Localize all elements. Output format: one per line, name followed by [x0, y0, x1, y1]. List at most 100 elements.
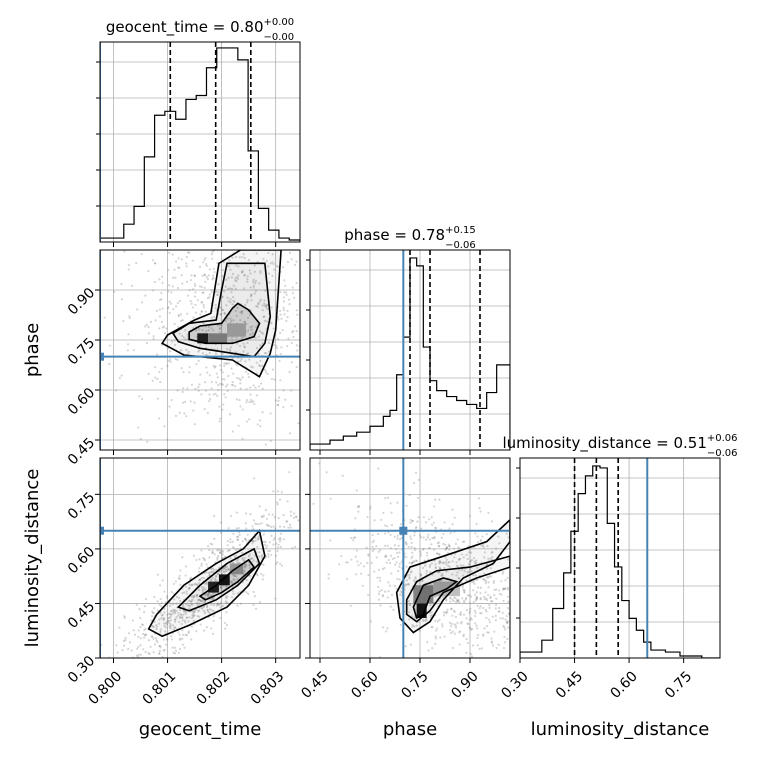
scatter-point: [455, 599, 459, 602]
panel-frame: [99, 249, 301, 451]
scatter-point: [258, 551, 261, 554]
scatter-point: [167, 306, 170, 309]
scatter-point: [239, 547, 243, 550]
scatter-point: [198, 609, 201, 612]
scatter-point: [230, 383, 233, 387]
scatter-point: [391, 557, 394, 561]
scatter-point: [139, 625, 142, 629]
scatter-point: [158, 603, 161, 606]
scatter-point: [527, 596, 529, 598]
scatter-point: [137, 426, 140, 429]
scatter-point: [453, 556, 456, 559]
scatter-point: [438, 566, 441, 569]
scatter-point: [370, 561, 373, 564]
scatter-point: [228, 413, 232, 416]
scatter-point: [352, 539, 355, 542]
scatter-point: [213, 537, 216, 540]
scatter-point: [181, 629, 184, 632]
scatter-point: [468, 612, 471, 615]
scatter-point: [193, 423, 196, 426]
scatter-point: [445, 599, 448, 602]
scatter-point: [355, 573, 358, 576]
scatter-point: [186, 461, 188, 463]
scatter-point: [235, 264, 238, 267]
scatter-point: [254, 289, 258, 292]
scatter-point: [453, 632, 457, 635]
x-tick-label-phase: 0.75: [398, 668, 431, 701]
scatter-point: [491, 615, 494, 618]
scatter-point: [214, 392, 217, 395]
scatter-point: [188, 371, 191, 374]
scatter-point: [569, 607, 571, 609]
scatter-point: [251, 366, 254, 369]
scatter-point: [387, 590, 390, 593]
scatter-point: [587, 561, 589, 563]
scatter-point: [256, 545, 259, 549]
scatter-point: [451, 560, 454, 563]
scatter-point: [168, 612, 171, 615]
scatter-point: [198, 349, 201, 352]
scatter-point: [179, 659, 181, 661]
scatter-point: [453, 516, 456, 519]
scatter-point: [156, 640, 159, 644]
scatter-point: [267, 553, 270, 556]
scatter-point: [469, 567, 472, 571]
scatter-point: [159, 628, 162, 631]
scatter-point: [372, 548, 376, 551]
scatter-point: [184, 633, 187, 636]
scatter-point: [248, 401, 251, 404]
scatter-point: [396, 537, 399, 540]
scatter-point: [251, 280, 255, 284]
scatter-point: [210, 627, 213, 630]
scatter-point: [539, 628, 541, 630]
scatter-point: [315, 500, 317, 502]
scatter-point: [250, 400, 253, 404]
scatter-point: [225, 570, 228, 573]
scatter-point: [216, 262, 219, 265]
scatter-point: [221, 268, 224, 272]
scatter-point: [168, 350, 172, 353]
scatter-point: [169, 360, 172, 363]
scatter-point: [344, 561, 348, 564]
scatter-point: [456, 621, 459, 624]
scatter-point: [236, 276, 239, 279]
scatter-point: [130, 284, 134, 288]
scatter-point: [407, 611, 411, 614]
scatter-point: [416, 496, 420, 500]
scatter-point: [251, 542, 254, 545]
scatter-point: [395, 548, 398, 551]
scatter-point: [181, 637, 184, 640]
scatter-point: [150, 619, 153, 622]
scatter-point: [123, 250, 126, 253]
scatter-point: [142, 648, 145, 651]
scatter-point: [214, 365, 217, 368]
scatter-point: [420, 527, 423, 530]
scatter-point: [346, 561, 349, 564]
scatter-point: [531, 645, 533, 647]
scatter-point: [479, 597, 482, 600]
scatter-point: [185, 228, 187, 230]
scatter-point: [177, 325, 180, 328]
scatter-point: [503, 635, 506, 639]
scatter-point: [226, 202, 228, 204]
scatter-point: [161, 307, 164, 310]
scatter-point: [152, 335, 155, 338]
scatter-point: [249, 393, 252, 396]
scatter-point: [290, 258, 293, 261]
scatter-point: [86, 678, 88, 680]
title-value: geocent_time = 0.80: [106, 18, 264, 37]
scatter-point: [448, 545, 451, 548]
scatter-point: [169, 619, 173, 622]
scatter-point: [187, 631, 190, 634]
scatter-point: [245, 387, 248, 391]
scatter-point: [280, 491, 283, 494]
scatter-point: [229, 298, 232, 301]
scatter-point: [190, 302, 193, 305]
scatter-point: [411, 555, 414, 558]
scatter-point: [173, 323, 176, 326]
scatter-point: [172, 610, 175, 613]
scatter-point: [263, 315, 266, 318]
scatter-point: [457, 547, 461, 550]
scatter-point: [361, 584, 364, 587]
scatter-point: [178, 574, 181, 577]
